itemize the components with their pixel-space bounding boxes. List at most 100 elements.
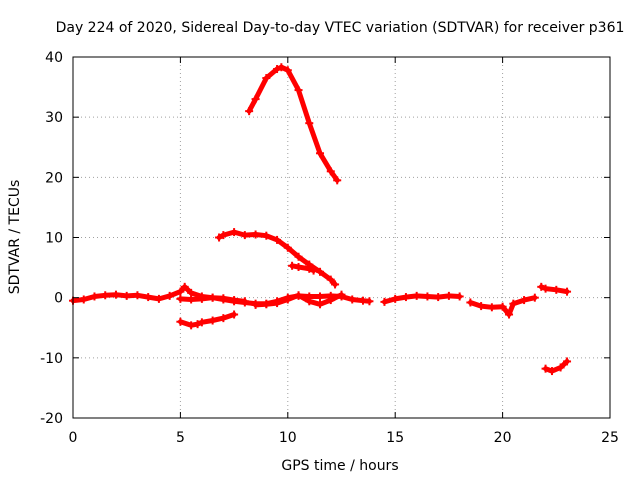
data-point	[520, 296, 529, 305]
data-point	[187, 321, 196, 330]
data-point	[165, 291, 174, 300]
data-point	[219, 231, 228, 240]
series-arc-negative	[177, 312, 237, 328]
data-point	[541, 284, 550, 293]
x-axis-title: GPS time / hours	[281, 458, 398, 474]
data-point	[273, 299, 282, 308]
data-point	[277, 63, 286, 72]
data-point	[251, 300, 260, 309]
data-point	[316, 300, 325, 309]
data-point	[101, 291, 110, 300]
data-point	[305, 264, 314, 273]
data-point	[208, 316, 217, 325]
series-arc-low	[543, 358, 570, 374]
data-point	[262, 231, 271, 240]
data-point	[477, 302, 486, 311]
data-point	[294, 252, 303, 261]
data-point	[326, 167, 335, 176]
data-point	[111, 290, 120, 299]
y-tick-label: -10	[40, 351, 63, 367]
y-tick-label: 40	[45, 50, 63, 66]
x-tick-label: 5	[176, 430, 185, 446]
data-point	[498, 302, 507, 311]
data-point	[208, 293, 217, 302]
data-point	[215, 233, 224, 242]
data-point	[305, 119, 314, 128]
data-point	[251, 230, 260, 239]
data-point	[505, 310, 514, 319]
x-tick-label: 15	[386, 430, 404, 446]
data-point	[541, 364, 550, 373]
data-point	[316, 149, 325, 158]
data-point	[337, 290, 346, 299]
data-point	[444, 291, 453, 300]
data-point	[294, 86, 303, 95]
x-tick-label: 10	[279, 430, 297, 446]
data-point	[240, 298, 249, 307]
data-point	[391, 294, 400, 303]
data-point	[326, 275, 335, 284]
data-point	[90, 292, 99, 301]
data-point	[294, 291, 303, 300]
data-point	[423, 292, 432, 301]
data-point	[288, 261, 297, 270]
series-layer	[69, 63, 572, 376]
data-point	[230, 297, 239, 306]
grid	[73, 57, 610, 418]
data-point	[552, 285, 561, 294]
data-point	[305, 297, 314, 306]
data-point	[283, 295, 292, 304]
data-point	[133, 291, 142, 300]
data-point	[563, 287, 572, 296]
data-point	[230, 310, 239, 319]
axis-ticks: 0 5 10 15 20 25 -20 -10 0 10 20 30 40	[40, 50, 619, 446]
data-point	[176, 317, 185, 326]
data-point	[348, 295, 357, 304]
y-tick-label: 10	[45, 231, 63, 247]
data-point	[326, 296, 335, 305]
y-tick-label: 30	[45, 110, 63, 126]
data-point	[122, 291, 131, 300]
x-tick-label: 0	[69, 430, 78, 446]
data-point	[262, 74, 271, 83]
data-point	[365, 297, 374, 306]
y-tick-label: 0	[54, 291, 63, 307]
data-point	[283, 66, 292, 75]
data-point	[556, 363, 565, 372]
data-point	[154, 294, 163, 303]
y-tick-label: -20	[40, 411, 63, 427]
data-point	[466, 298, 475, 307]
data-point	[219, 295, 228, 304]
data-point	[230, 228, 239, 237]
data-point	[455, 292, 464, 301]
data-point	[176, 294, 185, 303]
data-point	[333, 176, 342, 185]
data-point	[180, 282, 189, 291]
data-point	[509, 299, 518, 308]
data-point	[273, 235, 282, 244]
data-point	[331, 280, 340, 289]
data-point	[563, 357, 572, 366]
data-point	[380, 297, 389, 306]
y-tick-label: 20	[45, 170, 63, 186]
data-point	[219, 314, 228, 323]
y-axis-title: SDTVAR / TECUs	[7, 180, 23, 295]
data-point	[283, 243, 292, 252]
data-point	[309, 266, 318, 275]
data-point	[530, 293, 539, 302]
data-point	[79, 295, 88, 304]
data-point	[245, 107, 254, 116]
data-point	[193, 320, 202, 329]
data-point	[294, 262, 303, 271]
data-point	[197, 294, 206, 303]
series-arc-high	[246, 64, 340, 183]
data-point	[273, 65, 282, 74]
data-point	[412, 291, 421, 300]
data-point	[176, 287, 185, 296]
x-tick-label: 20	[494, 430, 512, 446]
data-point	[240, 231, 249, 240]
data-point	[434, 293, 443, 302]
data-point	[548, 367, 557, 376]
chart-title: Day 224 of 2020, Sidereal Day-to-day VTE…	[56, 20, 625, 36]
